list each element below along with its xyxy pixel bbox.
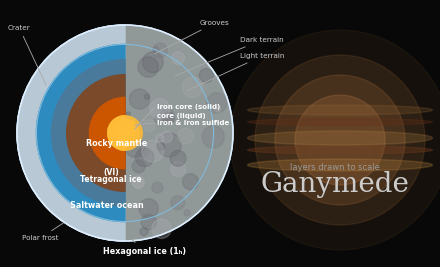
Circle shape bbox=[138, 68, 165, 95]
Circle shape bbox=[125, 138, 145, 157]
Circle shape bbox=[18, 26, 232, 240]
Ellipse shape bbox=[247, 105, 433, 115]
Ellipse shape bbox=[247, 159, 433, 171]
Circle shape bbox=[161, 106, 174, 119]
Circle shape bbox=[171, 162, 186, 176]
Circle shape bbox=[132, 177, 144, 188]
Text: Dark terrain: Dark terrain bbox=[175, 37, 284, 76]
Circle shape bbox=[153, 43, 167, 57]
Circle shape bbox=[156, 134, 164, 143]
Circle shape bbox=[51, 60, 198, 206]
Text: Saltwater ocean: Saltwater ocean bbox=[70, 201, 144, 210]
Circle shape bbox=[255, 55, 425, 225]
Circle shape bbox=[139, 199, 158, 218]
Circle shape bbox=[202, 126, 224, 148]
Ellipse shape bbox=[247, 146, 433, 154]
Circle shape bbox=[161, 131, 172, 143]
Circle shape bbox=[182, 77, 203, 97]
Circle shape bbox=[118, 154, 142, 177]
Wedge shape bbox=[89, 97, 125, 169]
Circle shape bbox=[129, 89, 150, 109]
Circle shape bbox=[161, 108, 174, 121]
Circle shape bbox=[188, 107, 208, 127]
Circle shape bbox=[138, 57, 158, 77]
Circle shape bbox=[141, 214, 157, 230]
Circle shape bbox=[152, 219, 171, 238]
Circle shape bbox=[120, 133, 143, 156]
Text: Iron & iron sulfide: Iron & iron sulfide bbox=[157, 120, 229, 126]
Circle shape bbox=[132, 160, 145, 173]
Circle shape bbox=[139, 147, 149, 157]
Circle shape bbox=[124, 114, 148, 139]
Circle shape bbox=[170, 150, 186, 166]
Text: Polar frost: Polar frost bbox=[22, 223, 63, 241]
Circle shape bbox=[132, 126, 140, 134]
Circle shape bbox=[116, 124, 134, 142]
Circle shape bbox=[113, 81, 130, 97]
Text: Iron core (solid): Iron core (solid) bbox=[157, 104, 220, 110]
Text: Rocky mantle: Rocky mantle bbox=[86, 139, 148, 147]
Circle shape bbox=[207, 93, 227, 113]
Circle shape bbox=[172, 52, 184, 65]
Text: Light terrain: Light terrain bbox=[187, 53, 284, 91]
Circle shape bbox=[37, 44, 213, 222]
Circle shape bbox=[67, 75, 183, 191]
Circle shape bbox=[136, 58, 161, 84]
Circle shape bbox=[126, 112, 130, 116]
Circle shape bbox=[108, 116, 142, 150]
Circle shape bbox=[155, 111, 165, 121]
Circle shape bbox=[153, 46, 159, 52]
Wedge shape bbox=[125, 26, 232, 241]
Circle shape bbox=[183, 174, 198, 190]
Circle shape bbox=[157, 143, 165, 150]
Text: (VI): (VI) bbox=[103, 167, 119, 176]
Circle shape bbox=[17, 25, 233, 241]
Circle shape bbox=[108, 116, 142, 150]
Text: Crater: Crater bbox=[8, 25, 46, 85]
Circle shape bbox=[132, 176, 144, 188]
Circle shape bbox=[140, 228, 148, 236]
Circle shape bbox=[89, 97, 161, 169]
Circle shape bbox=[171, 196, 185, 210]
Circle shape bbox=[184, 210, 190, 216]
Circle shape bbox=[179, 100, 188, 109]
Circle shape bbox=[136, 148, 154, 167]
Circle shape bbox=[154, 104, 175, 125]
Wedge shape bbox=[17, 25, 125, 241]
Circle shape bbox=[154, 116, 162, 124]
Circle shape bbox=[275, 75, 405, 205]
Circle shape bbox=[295, 95, 385, 185]
Ellipse shape bbox=[247, 119, 433, 125]
Text: Grooves: Grooves bbox=[154, 20, 230, 54]
Circle shape bbox=[215, 106, 221, 112]
Circle shape bbox=[230, 30, 440, 250]
Wedge shape bbox=[37, 44, 125, 222]
Circle shape bbox=[164, 172, 187, 196]
Text: layers drawn to scale: layers drawn to scale bbox=[290, 163, 380, 172]
Wedge shape bbox=[108, 116, 125, 150]
Circle shape bbox=[152, 40, 176, 64]
Circle shape bbox=[172, 75, 197, 99]
Circle shape bbox=[121, 129, 129, 137]
Circle shape bbox=[152, 182, 163, 193]
Circle shape bbox=[143, 120, 155, 131]
Circle shape bbox=[199, 68, 213, 83]
Wedge shape bbox=[51, 60, 125, 206]
Circle shape bbox=[163, 112, 175, 124]
Circle shape bbox=[142, 140, 164, 162]
Circle shape bbox=[178, 128, 194, 144]
Circle shape bbox=[150, 99, 170, 119]
Circle shape bbox=[143, 52, 163, 73]
Text: Ganymede: Ganymede bbox=[260, 171, 410, 198]
Ellipse shape bbox=[247, 131, 433, 145]
Text: Tetragonal ice: Tetragonal ice bbox=[80, 175, 142, 184]
Wedge shape bbox=[67, 75, 125, 191]
Text: Hexagonal ice (1ₕ): Hexagonal ice (1ₕ) bbox=[103, 240, 187, 256]
Text: core (liquid): core (liquid) bbox=[157, 113, 205, 119]
Circle shape bbox=[158, 133, 181, 157]
Circle shape bbox=[111, 119, 139, 147]
Circle shape bbox=[144, 94, 150, 99]
